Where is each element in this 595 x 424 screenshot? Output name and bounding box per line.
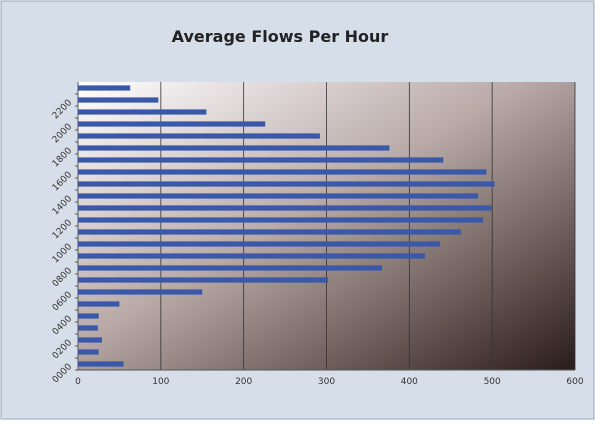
bar	[78, 301, 120, 307]
x-tick-label: 500	[484, 377, 501, 387]
x-tick-label: 300	[318, 377, 335, 387]
bar	[78, 277, 329, 283]
bar	[78, 361, 124, 367]
bar	[78, 313, 99, 319]
bar	[78, 241, 440, 247]
bar	[78, 97, 159, 103]
bar	[78, 169, 487, 175]
bar	[78, 253, 426, 259]
bar	[78, 85, 131, 91]
bar	[78, 121, 266, 127]
bar	[78, 193, 479, 199]
x-tick-label: 200	[235, 377, 252, 387]
x-tick-label: 0	[75, 377, 81, 387]
bar	[78, 265, 382, 271]
bar	[78, 109, 207, 115]
x-tick-label: 600	[566, 377, 583, 387]
x-tick-label: 100	[152, 377, 169, 387]
bar	[78, 229, 461, 235]
bar	[78, 325, 98, 331]
bar	[78, 145, 390, 151]
bar	[78, 349, 99, 355]
x-tick-label: 400	[401, 377, 418, 387]
bar	[78, 157, 444, 163]
bar	[78, 217, 484, 223]
chart-title: Average Flows Per Hour	[172, 27, 389, 46]
bar	[78, 133, 320, 139]
bar	[78, 337, 103, 343]
bar	[78, 289, 203, 295]
bar	[78, 181, 495, 187]
bar	[78, 205, 492, 211]
